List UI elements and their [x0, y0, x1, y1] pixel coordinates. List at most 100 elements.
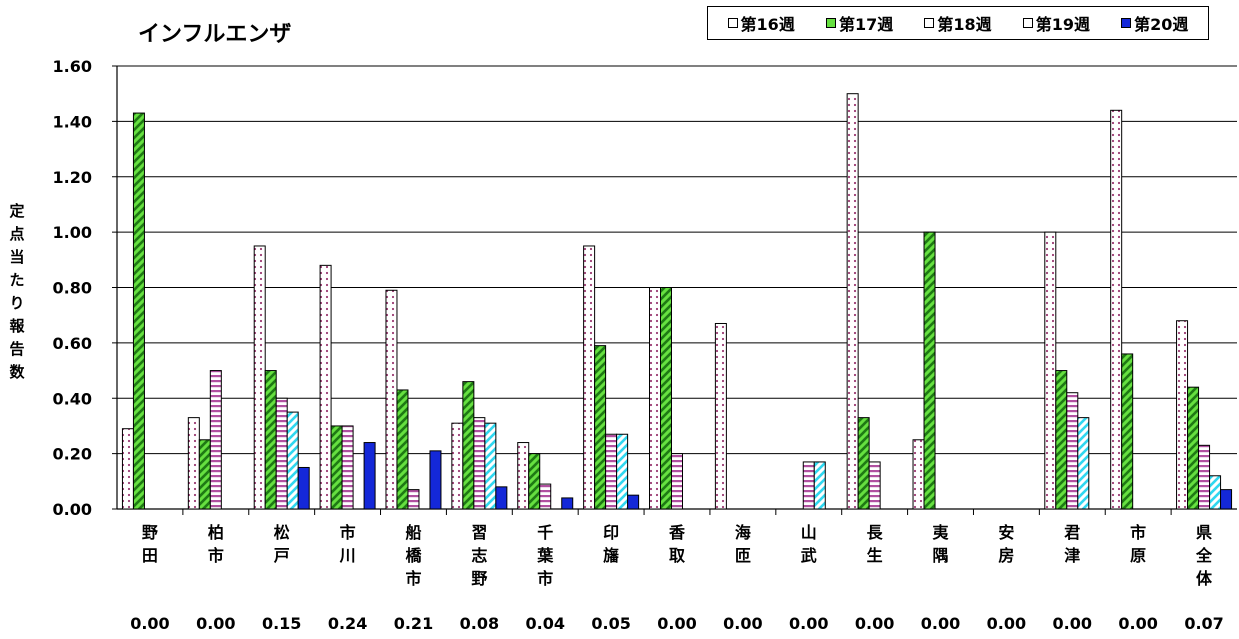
bar	[649, 287, 661, 510]
bottom-value-label: 0.00	[723, 614, 762, 633]
x-tick-label: 山	[801, 523, 817, 542]
legend-item: 第19週	[1022, 11, 1090, 35]
bottom-value-label: 0.15	[262, 614, 301, 633]
bar	[594, 345, 607, 510]
bar	[561, 497, 574, 510]
y-axis-label-char: 定	[9, 202, 25, 220]
x-tick-label: 夷	[933, 523, 950, 542]
x-tick-label: 市	[208, 546, 224, 565]
bar	[846, 93, 859, 510]
x-tick-label: 市	[405, 569, 421, 588]
y-tick-label: 0.60	[53, 334, 92, 353]
bar	[429, 450, 442, 510]
x-tick-label: 津	[1064, 546, 1080, 565]
x-tick-label: 千	[537, 523, 553, 542]
bar	[121, 428, 134, 510]
bottom-value-label: 0.21	[394, 614, 433, 633]
bar	[330, 425, 343, 510]
x-tick-label: 川	[339, 546, 356, 565]
x-tick-label: 戸	[274, 546, 290, 565]
bar	[297, 466, 310, 510]
bar	[605, 433, 618, 510]
bottom-value-label: 0.00	[196, 614, 235, 633]
bar	[187, 417, 200, 510]
x-tick-label: 取	[669, 546, 685, 565]
legend-swatch	[825, 18, 836, 28]
x-tick-label: 野	[142, 523, 158, 542]
bar	[1187, 386, 1200, 510]
bar	[495, 486, 508, 510]
legend-label: 第20週	[1134, 15, 1189, 34]
bar	[1220, 489, 1233, 510]
legend-item: 第17週	[825, 11, 893, 35]
bar	[1066, 392, 1079, 510]
bar	[923, 231, 936, 510]
bottom-value-label: 0.24	[328, 614, 367, 633]
x-tick-label: 市	[1130, 523, 1146, 542]
y-axis-label-char: た	[9, 271, 25, 289]
chart-title: インフルエンザ	[138, 22, 292, 47]
bar	[451, 422, 464, 510]
bar	[1077, 417, 1090, 510]
bar	[319, 264, 332, 510]
bar	[660, 287, 672, 510]
bottom-value-label: 0.00	[987, 614, 1026, 633]
bar	[1110, 109, 1123, 510]
x-tick-label: 原	[1130, 546, 1146, 565]
x-tick-label: 船	[405, 523, 421, 542]
y-tick-label: 0.00	[53, 500, 92, 519]
legend-swatch	[1022, 18, 1033, 28]
bar	[627, 494, 640, 510]
x-tick-label: 松	[274, 523, 290, 542]
bar	[132, 112, 145, 510]
bar	[275, 397, 288, 510]
legend-label: 第16週	[740, 15, 795, 34]
x-tick-label: 長	[867, 523, 884, 542]
legend-item: 第16週	[727, 11, 795, 35]
y-axis-label-char: り	[9, 294, 25, 312]
legend-label: 第18週	[937, 15, 992, 34]
legend-label: 第19週	[1035, 15, 1090, 34]
bottom-value-label: 0.08	[460, 614, 499, 633]
x-tick-label: 生	[867, 546, 883, 565]
y-axis-label-char: 点	[9, 225, 25, 243]
bar	[264, 370, 277, 510]
bottom-value-label: 0.04	[525, 614, 564, 633]
legend-swatch	[1121, 18, 1132, 28]
x-tick-label: 市	[537, 569, 553, 588]
x-tick-label: 野	[471, 569, 487, 588]
x-tick-label: 隅	[933, 546, 949, 565]
x-tick-label: 体	[1196, 569, 1213, 588]
bar	[517, 442, 530, 510]
bar	[198, 439, 211, 510]
bar	[253, 245, 266, 510]
y-tick-label: 1.00	[53, 223, 92, 242]
bottom-value-label: 0.00	[921, 614, 960, 633]
legend-item: 第18週	[924, 11, 992, 35]
x-tick-label: 安	[998, 523, 1014, 542]
bar	[473, 417, 486, 510]
bar	[813, 461, 826, 510]
x-tick-label: 武	[801, 546, 817, 565]
bar	[802, 461, 815, 510]
bar	[857, 417, 870, 510]
x-tick-label: 君	[1064, 523, 1080, 542]
legend-swatch	[727, 18, 738, 28]
x-tick-label: 匝	[735, 546, 751, 565]
legend-swatch	[924, 18, 935, 28]
y-tick-label: 1.40	[53, 112, 92, 131]
y-axis-label-char: 告	[9, 340, 25, 358]
bar	[209, 370, 222, 510]
bottom-value-label: 0.00	[657, 614, 696, 633]
bottom-value-label: 0.00	[1118, 614, 1157, 633]
x-tick-label: 志	[471, 546, 487, 565]
bottom-value-label: 0.00	[789, 614, 828, 633]
y-axis-label-char: 報	[9, 317, 25, 335]
x-tick-label: 市	[340, 523, 356, 542]
bottom-value-label: 0.05	[591, 614, 630, 633]
y-tick-label: 0.80	[53, 279, 92, 298]
y-tick-label: 1.60	[53, 57, 92, 76]
bar	[286, 411, 299, 510]
bar	[462, 381, 475, 510]
